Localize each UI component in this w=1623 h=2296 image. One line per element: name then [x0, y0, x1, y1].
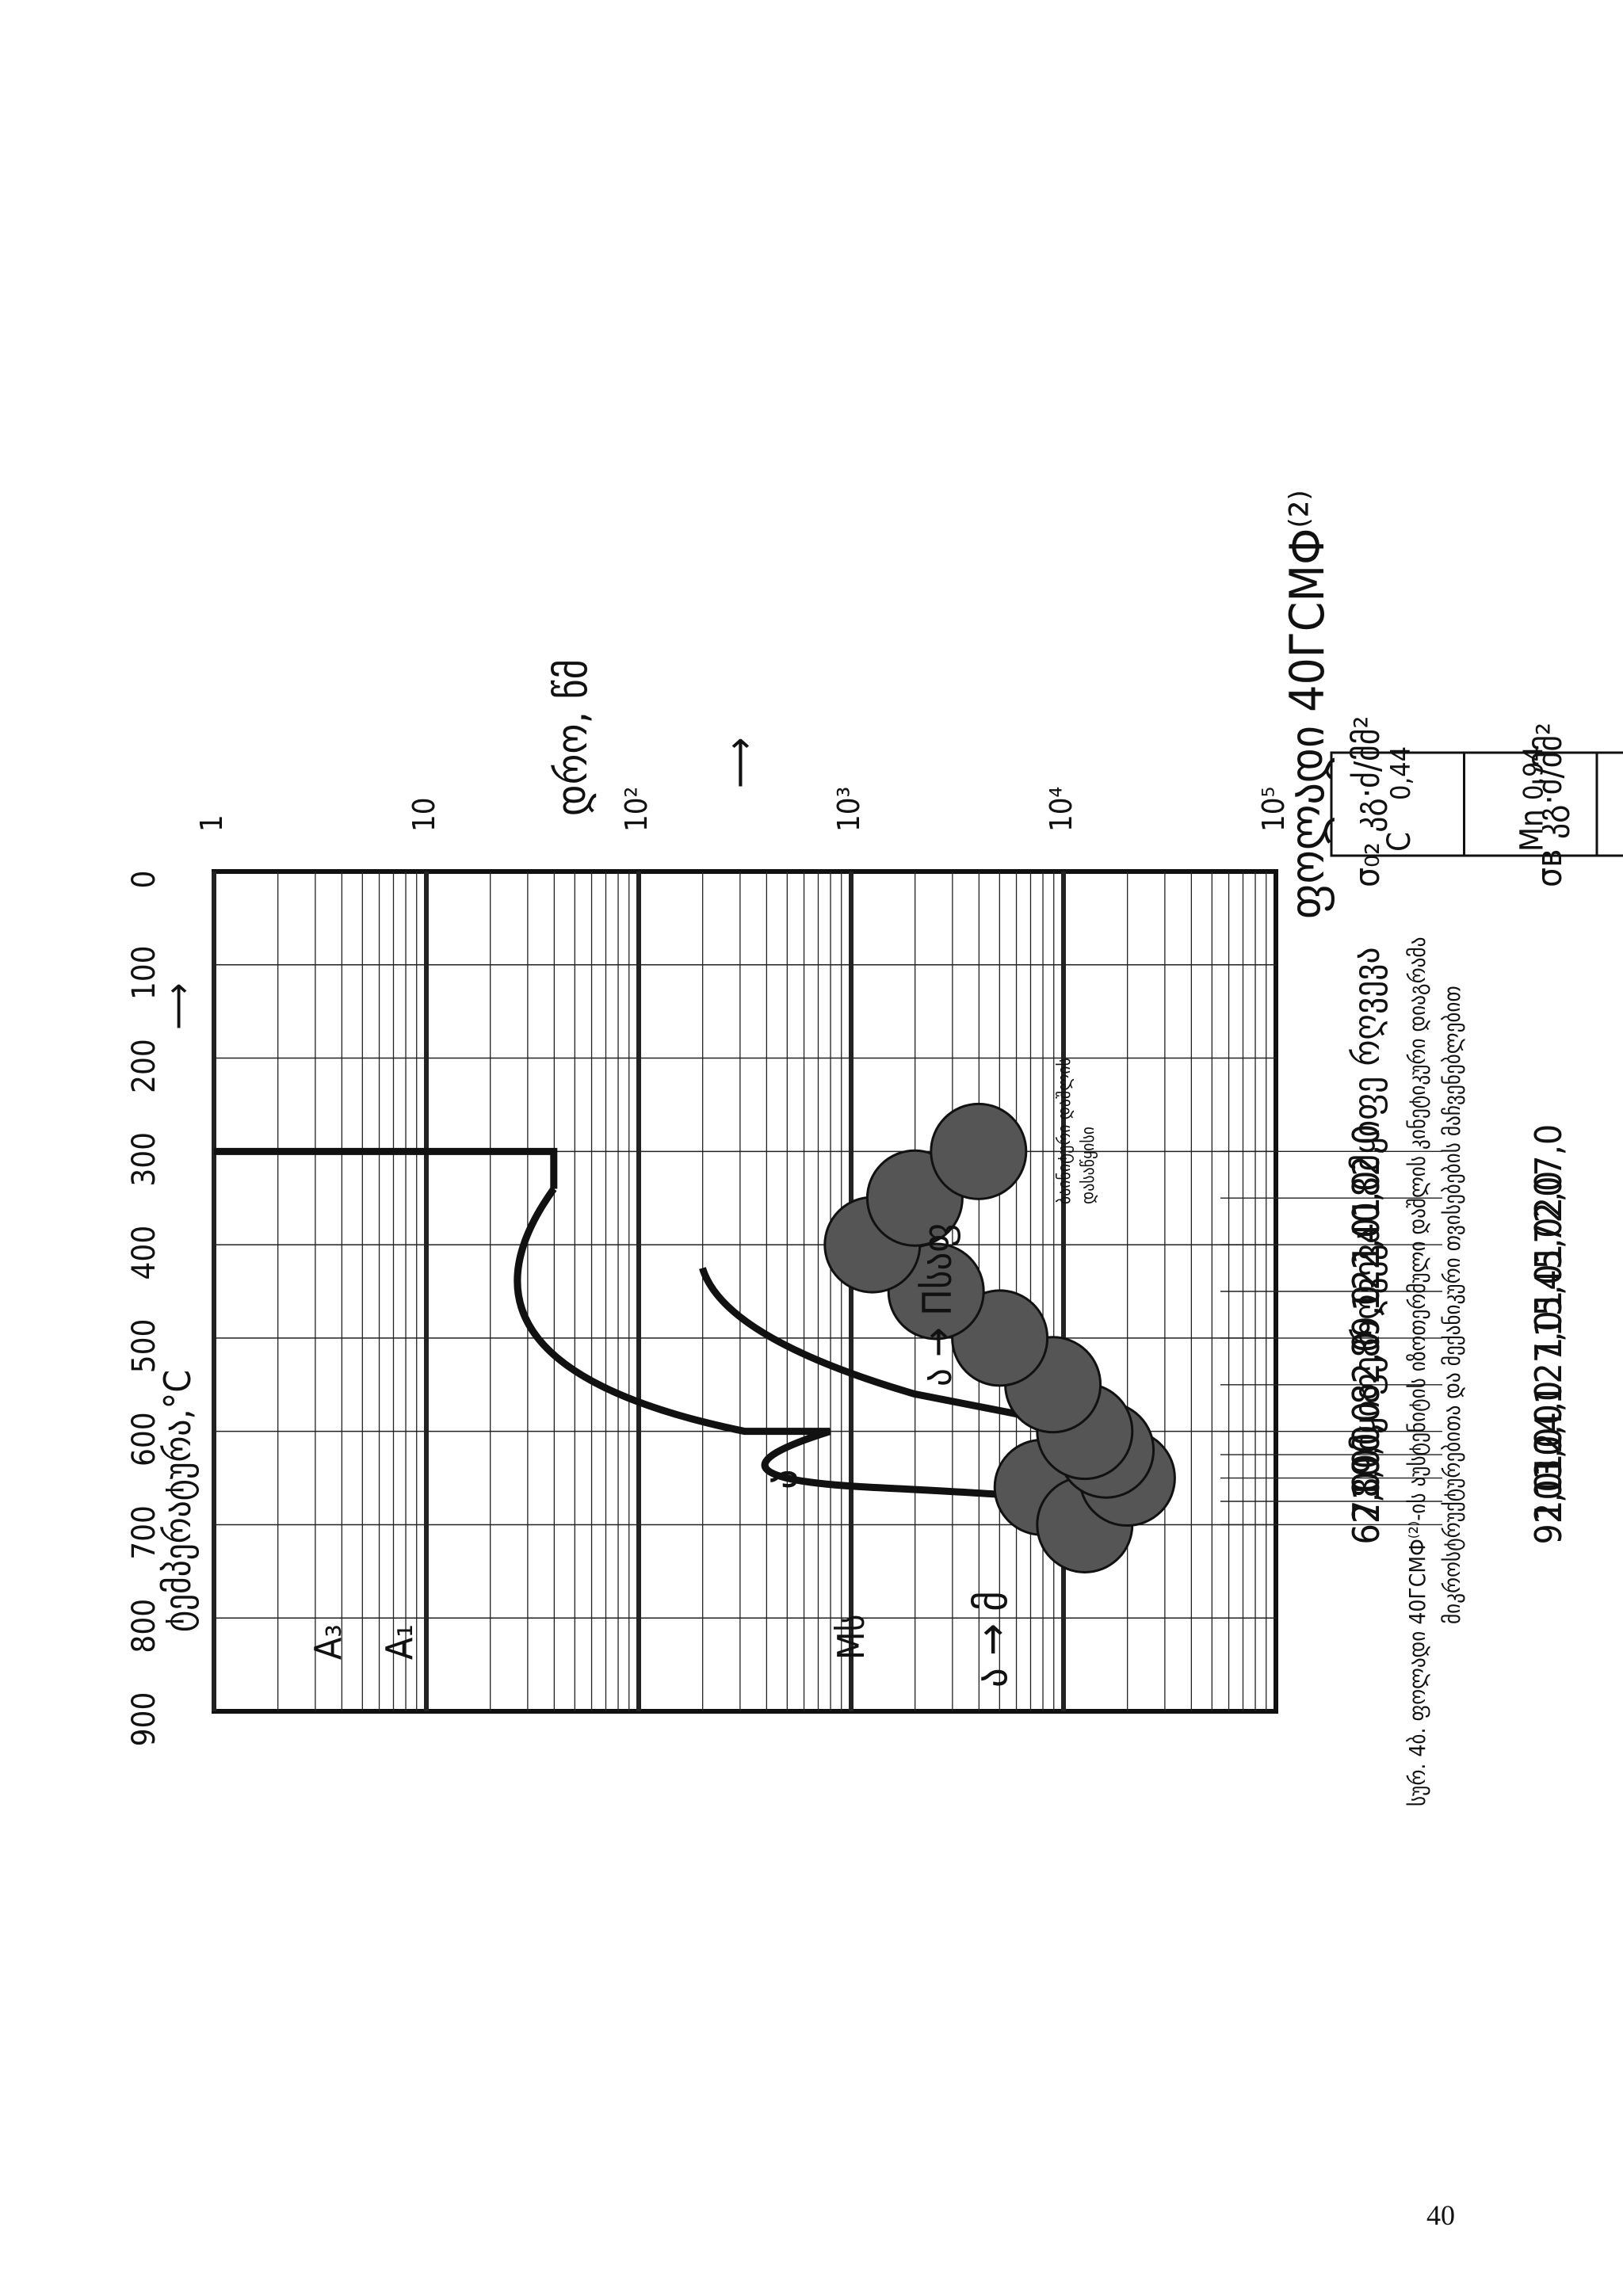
x-axis-label: დრო, წმ	[547, 659, 597, 816]
x-tick-label: 10⁴	[1044, 787, 1079, 832]
property-value: მყიფე რღვევა	[1345, 1227, 1388, 1451]
property-value: 182,0	[1345, 1124, 1388, 1218]
property-value: 90,0	[1345, 1402, 1388, 1474]
y-tick-label: 200	[126, 1039, 162, 1093]
microstructure-images	[823, 1102, 1176, 1573]
bainite-start-curve	[514, 1186, 1067, 1505]
composition-value: 0,94	[1518, 746, 1549, 800]
composition-value: 0,44	[1385, 746, 1417, 800]
caption-line-1: სურ. 4ბ. ფოლადი 40ГСМФ⁽²⁾-ის აუსტენიტის …	[1404, 937, 1430, 1806]
page-number: 40	[1426, 2199, 1455, 2231]
label-a: ა	[756, 1469, 808, 1489]
property-value: 115,0	[1527, 1264, 1570, 1357]
label-a-to-p: ა → Пსაფ	[915, 1223, 960, 1386]
property-value: 71,0	[1345, 1448, 1388, 1521]
property-value: 110,0	[1527, 1404, 1570, 1497]
y-tick-label: 300	[126, 1132, 162, 1187]
property-value: 140,0	[1345, 1171, 1388, 1264]
y-tick-label: 600	[126, 1412, 162, 1466]
y-axis-label: ტემპერატურა,°C	[156, 1370, 199, 1632]
label-a1: A₁	[378, 1624, 421, 1660]
isotherm-arrows	[1220, 1150, 1442, 1526]
x-ticks: 1 10 10² 10³ 10⁴ 10⁵	[194, 787, 1291, 832]
x-tick-label: 1	[194, 814, 229, 832]
property-value: 127,0	[1527, 1310, 1570, 1404]
property-value: 122,0	[1345, 1218, 1388, 1311]
x-axis-arrow: ⟶	[716, 737, 762, 788]
property-value: 207,0	[1527, 1124, 1570, 1218]
y-tick-label: 800	[126, 1599, 162, 1653]
y-axis-arrow: ⟶	[156, 983, 199, 1030]
ms-line	[214, 1147, 558, 1189]
y-tick-label: 700	[126, 1505, 162, 1560]
property-header: σ₀₂ კგ·ძ/მმ²	[1347, 716, 1388, 887]
ttt-plot: 0 100 200 300 400 500 600 700 800 900 1 10 10² 10³ 10…	[126, 787, 1442, 1747]
property-value: 145,0	[1527, 1218, 1570, 1311]
rotated-diagram: 0 100 200 300 400 500 600 700 800 900 1 10 10² 10³ 10…	[126, 490, 1623, 1746]
ttt-curves	[214, 1147, 1107, 1505]
transformation-end-curve	[699, 1267, 1107, 1436]
y-tick-label: 100	[126, 945, 162, 1000]
bainite-note-2: დასაწყისი	[1079, 1127, 1098, 1204]
property-value: 172,0	[1527, 1171, 1570, 1264]
y-tick-label: 500	[126, 1319, 162, 1374]
property-value: 82,0	[1345, 1332, 1388, 1405]
composition-table: C0,44Mn0,94Si0,50Mo0,25V0,07A₁737A₃770Tბ…	[1330, 746, 1623, 857]
x-tick-label: 10	[407, 798, 441, 833]
x-tick-label: 10²	[619, 787, 654, 832]
composition-header: Mn	[1514, 809, 1550, 852]
property-value: 62,0	[1345, 1471, 1388, 1544]
y-tick-label: 900	[126, 1692, 162, 1747]
caption-rotated: სურ. 4ბ. ფოლადი 40ГСМФ⁽²⁾-ის აუსტენიტის …	[1404, 937, 1465, 1806]
bainite-note: ბაინიტური დაშლის	[1055, 1058, 1075, 1204]
steel-title: ფოლადი 40ГСМФ⁽²⁾	[1280, 490, 1335, 919]
property-value: 89,0	[1345, 1285, 1388, 1358]
label-ms: Mს	[830, 1615, 873, 1660]
y-ticks: 0 100 200 300 400 500 600 700 800 900	[126, 871, 162, 1747]
property-value: მყიფე რღვევა	[1345, 948, 1388, 1172]
property-value: 80,0	[1345, 1425, 1388, 1497]
y-tick-label: 400	[126, 1226, 162, 1280]
x-tick-label: 10⁵	[1256, 787, 1291, 832]
microstructure-circle	[930, 1102, 1028, 1200]
label-a-to-m: ა → მ	[967, 1591, 1017, 1688]
property-value: 92,0	[1527, 1471, 1570, 1544]
property-value: 103,0	[1527, 1428, 1570, 1521]
x-tick-label: 10³	[831, 787, 866, 832]
label-a3: A₃	[307, 1624, 349, 1660]
caption-line-2: მიკროსტრუქტურებითა და მექანიკური თვისებე…	[1439, 986, 1465, 1624]
y-tick-label: 0	[126, 871, 162, 889]
property-header: σв კგ·ძ/მმ²	[1529, 723, 1570, 887]
composition-header: C	[1381, 832, 1418, 852]
composition-cell	[1595, 751, 1623, 857]
property-value: 124,0	[1527, 1381, 1570, 1474]
